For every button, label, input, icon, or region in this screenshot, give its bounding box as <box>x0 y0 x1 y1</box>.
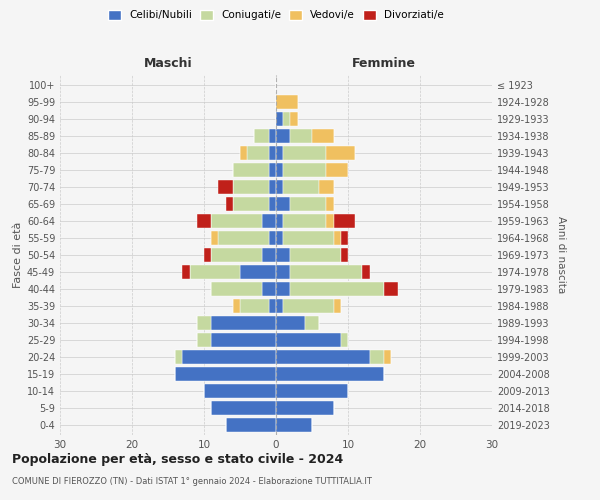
Bar <box>283 146 326 160</box>
Bar <box>305 316 319 330</box>
Bar <box>269 163 276 178</box>
Bar <box>276 214 283 228</box>
Bar <box>276 180 283 194</box>
Bar <box>290 129 312 144</box>
Bar <box>290 197 326 212</box>
Bar <box>211 214 262 228</box>
Bar <box>276 146 283 160</box>
Bar <box>240 298 269 313</box>
Bar <box>326 197 334 212</box>
Text: Maschi: Maschi <box>143 57 193 70</box>
Bar <box>269 197 276 212</box>
Bar <box>276 350 370 364</box>
Bar <box>218 180 233 194</box>
Bar <box>290 248 341 262</box>
Bar <box>334 231 341 245</box>
Bar <box>326 146 355 160</box>
Bar <box>290 112 298 126</box>
Bar <box>262 248 276 262</box>
Bar <box>276 129 290 144</box>
Bar <box>211 332 276 347</box>
Bar <box>283 112 290 126</box>
Bar <box>276 197 290 212</box>
Bar <box>276 400 334 415</box>
Y-axis label: Fasce di età: Fasce di età <box>13 222 23 288</box>
Bar <box>211 316 276 330</box>
Bar <box>276 384 348 398</box>
Bar <box>269 129 276 144</box>
Bar <box>182 350 276 364</box>
Bar <box>283 163 326 178</box>
Bar <box>190 265 240 279</box>
Bar <box>269 298 276 313</box>
Bar <box>204 248 211 262</box>
Bar <box>276 332 341 347</box>
Bar <box>233 180 269 194</box>
Bar <box>262 282 276 296</box>
Bar <box>334 298 341 313</box>
Bar <box>312 129 334 144</box>
Bar <box>247 146 269 160</box>
Bar <box>276 231 283 245</box>
Bar <box>334 214 355 228</box>
Bar <box>197 332 211 347</box>
Text: COMUNE DI FIEROZZO (TN) - Dati ISTAT 1° gennaio 2024 - Elaborazione TUTTITALIA.I: COMUNE DI FIEROZZO (TN) - Dati ISTAT 1° … <box>12 478 372 486</box>
Bar <box>276 316 305 330</box>
Bar <box>233 163 269 178</box>
Bar <box>290 265 362 279</box>
Bar <box>276 163 283 178</box>
Text: Femmine: Femmine <box>352 57 416 70</box>
Bar <box>290 282 384 296</box>
Y-axis label: Anni di nascita: Anni di nascita <box>556 216 566 294</box>
Bar <box>240 146 247 160</box>
Bar <box>211 282 262 296</box>
Bar <box>276 265 290 279</box>
Bar <box>254 129 269 144</box>
Bar <box>283 231 334 245</box>
Bar <box>276 248 290 262</box>
Bar <box>197 316 211 330</box>
Bar <box>326 214 334 228</box>
Bar <box>211 400 276 415</box>
Bar <box>276 298 283 313</box>
Bar <box>182 265 190 279</box>
Bar <box>384 282 398 296</box>
Bar <box>370 350 384 364</box>
Bar <box>283 298 334 313</box>
Bar <box>175 350 182 364</box>
Bar <box>326 163 348 178</box>
Bar <box>283 214 326 228</box>
Legend: Celibi/Nubili, Coniugati/e, Vedovi/e, Divorziati/e: Celibi/Nubili, Coniugati/e, Vedovi/e, Di… <box>108 10 444 20</box>
Bar <box>211 231 218 245</box>
Bar <box>341 231 348 245</box>
Bar <box>211 248 262 262</box>
Bar <box>283 180 319 194</box>
Bar <box>233 197 269 212</box>
Bar <box>269 180 276 194</box>
Bar <box>276 112 283 126</box>
Bar <box>226 418 276 432</box>
Bar <box>341 332 348 347</box>
Bar <box>276 418 312 432</box>
Text: Popolazione per età, sesso e stato civile - 2024: Popolazione per età, sesso e stato civil… <box>12 452 343 466</box>
Bar <box>269 231 276 245</box>
Bar <box>276 95 298 110</box>
Bar <box>175 366 276 381</box>
Bar <box>218 231 269 245</box>
Bar <box>262 214 276 228</box>
Bar <box>362 265 370 279</box>
Bar <box>384 350 391 364</box>
Bar <box>341 248 348 262</box>
Bar <box>276 282 290 296</box>
Bar <box>240 265 276 279</box>
Bar <box>276 366 384 381</box>
Bar <box>269 146 276 160</box>
Bar <box>197 214 211 228</box>
Bar <box>226 197 233 212</box>
Bar <box>233 298 240 313</box>
Bar <box>319 180 334 194</box>
Bar <box>204 384 276 398</box>
